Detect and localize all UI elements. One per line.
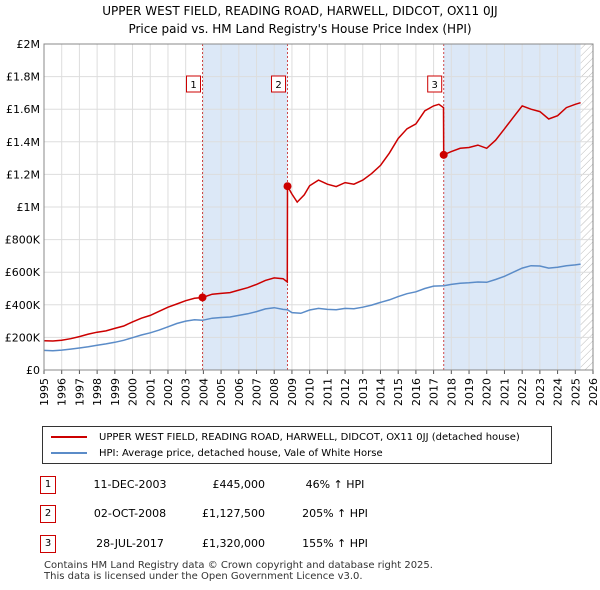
x-tick-label: 2023 [534, 378, 547, 406]
x-tick-label: 1995 [38, 378, 51, 406]
x-tick-label: 2018 [445, 378, 458, 406]
x-tick-label: 2007 [251, 378, 264, 406]
marker-badge [186, 75, 202, 93]
x-tick-label: 1997 [73, 378, 86, 406]
y-tick-label: £0 [26, 364, 40, 377]
series-line-hpi [43, 263, 581, 352]
y-tick-label: £1M [17, 201, 41, 214]
y-tick-label: £400K [5, 299, 41, 312]
x-tick-label: 1998 [91, 378, 104, 406]
x-tick-label: 2003 [180, 378, 193, 406]
x-tick-label: 2017 [428, 378, 441, 406]
table-row: 3 28-JUL-2017 £1,320,000 155% ↑ HPI [40, 535, 440, 555]
x-tick-label: 2022 [516, 378, 529, 406]
x-tick-label: 2008 [268, 378, 281, 406]
y-tick-label: £2M [17, 38, 41, 51]
x-tick-label: 2015 [392, 378, 405, 406]
y-tick-label: £1.8M [6, 71, 40, 84]
x-tick-label: 2010 [304, 378, 317, 406]
marker-badge-label: 1 [190, 80, 196, 91]
marker-badge [271, 75, 287, 93]
footer-licence: This data is licensed under the Open Gov… [44, 571, 363, 582]
x-tick-label: 2020 [481, 378, 494, 406]
sale-point [283, 182, 292, 191]
chart-subtitle: Price paid vs. HM Land Registry's House … [128, 22, 472, 36]
x-tick-label: 1999 [109, 378, 122, 406]
x-tick-label: 2005 [215, 378, 228, 406]
transaction-price: £1,127,500 [202, 507, 265, 520]
x-tick-label: 2026 [587, 378, 600, 406]
legend-swatch-property [51, 436, 87, 438]
transaction-price: £445,000 [212, 478, 266, 491]
y-tick-label: £200K [5, 331, 41, 344]
legend-item-property: UPPER WEST FIELD, READING ROAD, HARWELL,… [51, 429, 520, 445]
x-tick-label: 2012 [339, 378, 352, 406]
x-tick-label: 2014 [374, 378, 387, 406]
marker-badge-label: 3 [432, 80, 438, 91]
transaction-number: 1 [40, 476, 56, 494]
y-tick-label: £1.2M [6, 168, 40, 181]
legend: UPPER WEST FIELD, READING ROAD, HARWELL,… [42, 426, 552, 464]
y-tick-label: £800K [5, 234, 41, 247]
x-tick-label: 2002 [162, 378, 175, 406]
x-tick-label: 2001 [144, 378, 157, 406]
x-tick-label: 2019 [463, 378, 476, 406]
x-tick-label: 2025 [569, 378, 582, 406]
footer-copyright: Contains HM Land Registry data © Crown c… [44, 560, 433, 571]
sale-point [198, 293, 207, 302]
legend-swatch-hpi [51, 452, 87, 454]
y-tick-label: £1.6M [6, 103, 40, 116]
chart-title: UPPER WEST FIELD, READING ROAD, HARWELL,… [102, 4, 498, 18]
x-tick-label: 2024 [552, 378, 565, 406]
legend-label-property: UPPER WEST FIELD, READING ROAD, HARWELL,… [99, 431, 520, 443]
transaction-hpi: 205% ↑ HPI [302, 507, 368, 520]
table-row: 2 02-OCT-2008 £1,127,500 205% ↑ HPI [40, 505, 440, 525]
transaction-number: 2 [40, 505, 56, 523]
x-tick-label: 2004 [197, 378, 210, 406]
series-line-property [43, 101, 581, 342]
y-tick-label: £1.4M [6, 136, 40, 149]
marker-badge-label: 2 [275, 80, 281, 91]
footer: Contains HM Land Registry data © Crown c… [44, 560, 433, 582]
sale-point [439, 150, 448, 159]
legend-item-hpi: HPI: Average price, detached house, Vale… [51, 445, 383, 461]
x-tick-label: 2021 [498, 378, 511, 406]
x-tick-label: 2016 [410, 378, 423, 406]
x-tick-label: 1996 [56, 378, 69, 406]
x-tick-label: 2011 [321, 378, 334, 406]
price-chart: £0 £200K £400K £600K £800K £1M £1.2M £1.4M £1.6M… [5, 38, 600, 406]
transaction-hpi: 46% ↑ HPI [305, 478, 365, 491]
transaction-hpi: 155% ↑ HPI [302, 537, 368, 550]
transaction-date: 11-DEC-2003 [93, 478, 167, 491]
x-tick-label: 2013 [357, 378, 370, 406]
x-tick-label: 2009 [286, 378, 299, 406]
legend-label-hpi: HPI: Average price, detached house, Vale… [99, 447, 383, 459]
plot-frame [43, 43, 594, 371]
transaction-date: 28-JUL-2017 [96, 537, 164, 550]
transaction-date: 02-OCT-2008 [93, 507, 167, 520]
marker-badge [427, 75, 443, 93]
transaction-price: £1,320,000 [202, 537, 265, 550]
transaction-number: 3 [40, 535, 56, 553]
table-row: 1 11-DEC-2003 £445,000 46% ↑ HPI [40, 476, 440, 496]
x-tick-label: 2000 [127, 378, 140, 406]
x-tick-label: 2006 [233, 378, 246, 406]
y-tick-label: £600K [5, 266, 41, 279]
